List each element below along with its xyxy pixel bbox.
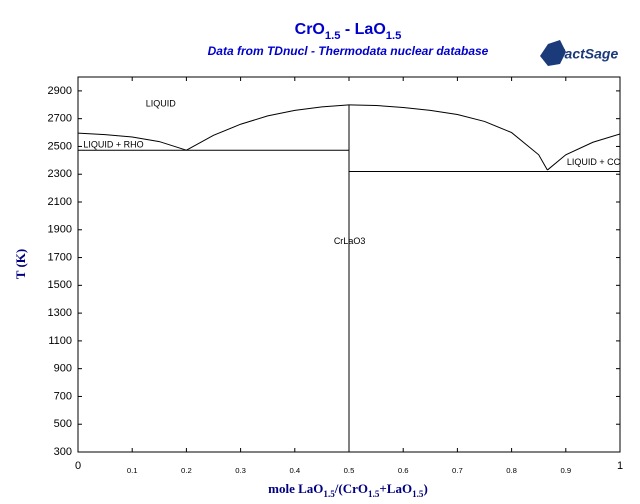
y-tick-label: 300 [54, 446, 72, 458]
y-tick-label: 700 [54, 390, 72, 402]
x-tick-label: 0.7 [452, 466, 463, 475]
x-tick-label: 0.6 [398, 466, 409, 475]
x-tick-label: 0.3 [235, 466, 246, 475]
plot-area: LIQUID LIQUID + RHO LIQUID + CC CrLaO3 [78, 98, 621, 452]
x-tick-label: 1 [617, 460, 623, 472]
x-tick-label: 0.5 [344, 466, 355, 475]
logo-mark [540, 40, 566, 66]
chart-title: CrO1.5 - LaO1.5 [295, 21, 402, 42]
y-tick-label: 1100 [48, 335, 72, 347]
phase-boundary [186, 104, 350, 151]
x-tick-label: 0.2 [181, 466, 192, 475]
y-tick-label: 500 [54, 418, 72, 430]
phase-boundary [348, 104, 548, 171]
x-tick-label: 0 [75, 460, 81, 472]
y-tick-label: 2700 [48, 113, 72, 125]
annotation: LIQUID + RHO [83, 140, 143, 150]
phase-boundary [547, 133, 620, 171]
x-tick-label: 0.8 [506, 466, 517, 475]
x-tick-label: 0.9 [560, 466, 571, 475]
y-tick-label: 1300 [48, 307, 72, 319]
y-axis-label: T (K) [13, 249, 28, 279]
x-tick-label: 0.1 [127, 466, 138, 475]
y-tick-label: 2300 [48, 168, 72, 180]
x-axis-label: mole LaO1.5/(CrO1.5+LaO1.5) [268, 481, 428, 499]
annotation: CrLaO3 [334, 236, 366, 246]
chart-subtitle: Data from TDnucl - Thermodata nuclear da… [208, 44, 489, 58]
y-tick-label: 900 [54, 363, 72, 375]
y-tick-label: 2500 [48, 140, 72, 152]
annotation: LIQUID [146, 98, 177, 108]
y-tick-label: 1700 [48, 251, 72, 263]
y-tick-label: 2100 [48, 196, 72, 208]
annotation: LIQUID + CC [567, 157, 621, 167]
y-tick-label: 1900 [48, 224, 72, 236]
y-tick-label: 2900 [48, 85, 72, 97]
logo-text: FactSage [556, 46, 618, 62]
phase-boundary [78, 132, 187, 151]
logo: FactSage [540, 40, 618, 66]
y-tick-label: 1500 [48, 279, 72, 291]
x-tick-label: 0.4 [289, 466, 300, 475]
